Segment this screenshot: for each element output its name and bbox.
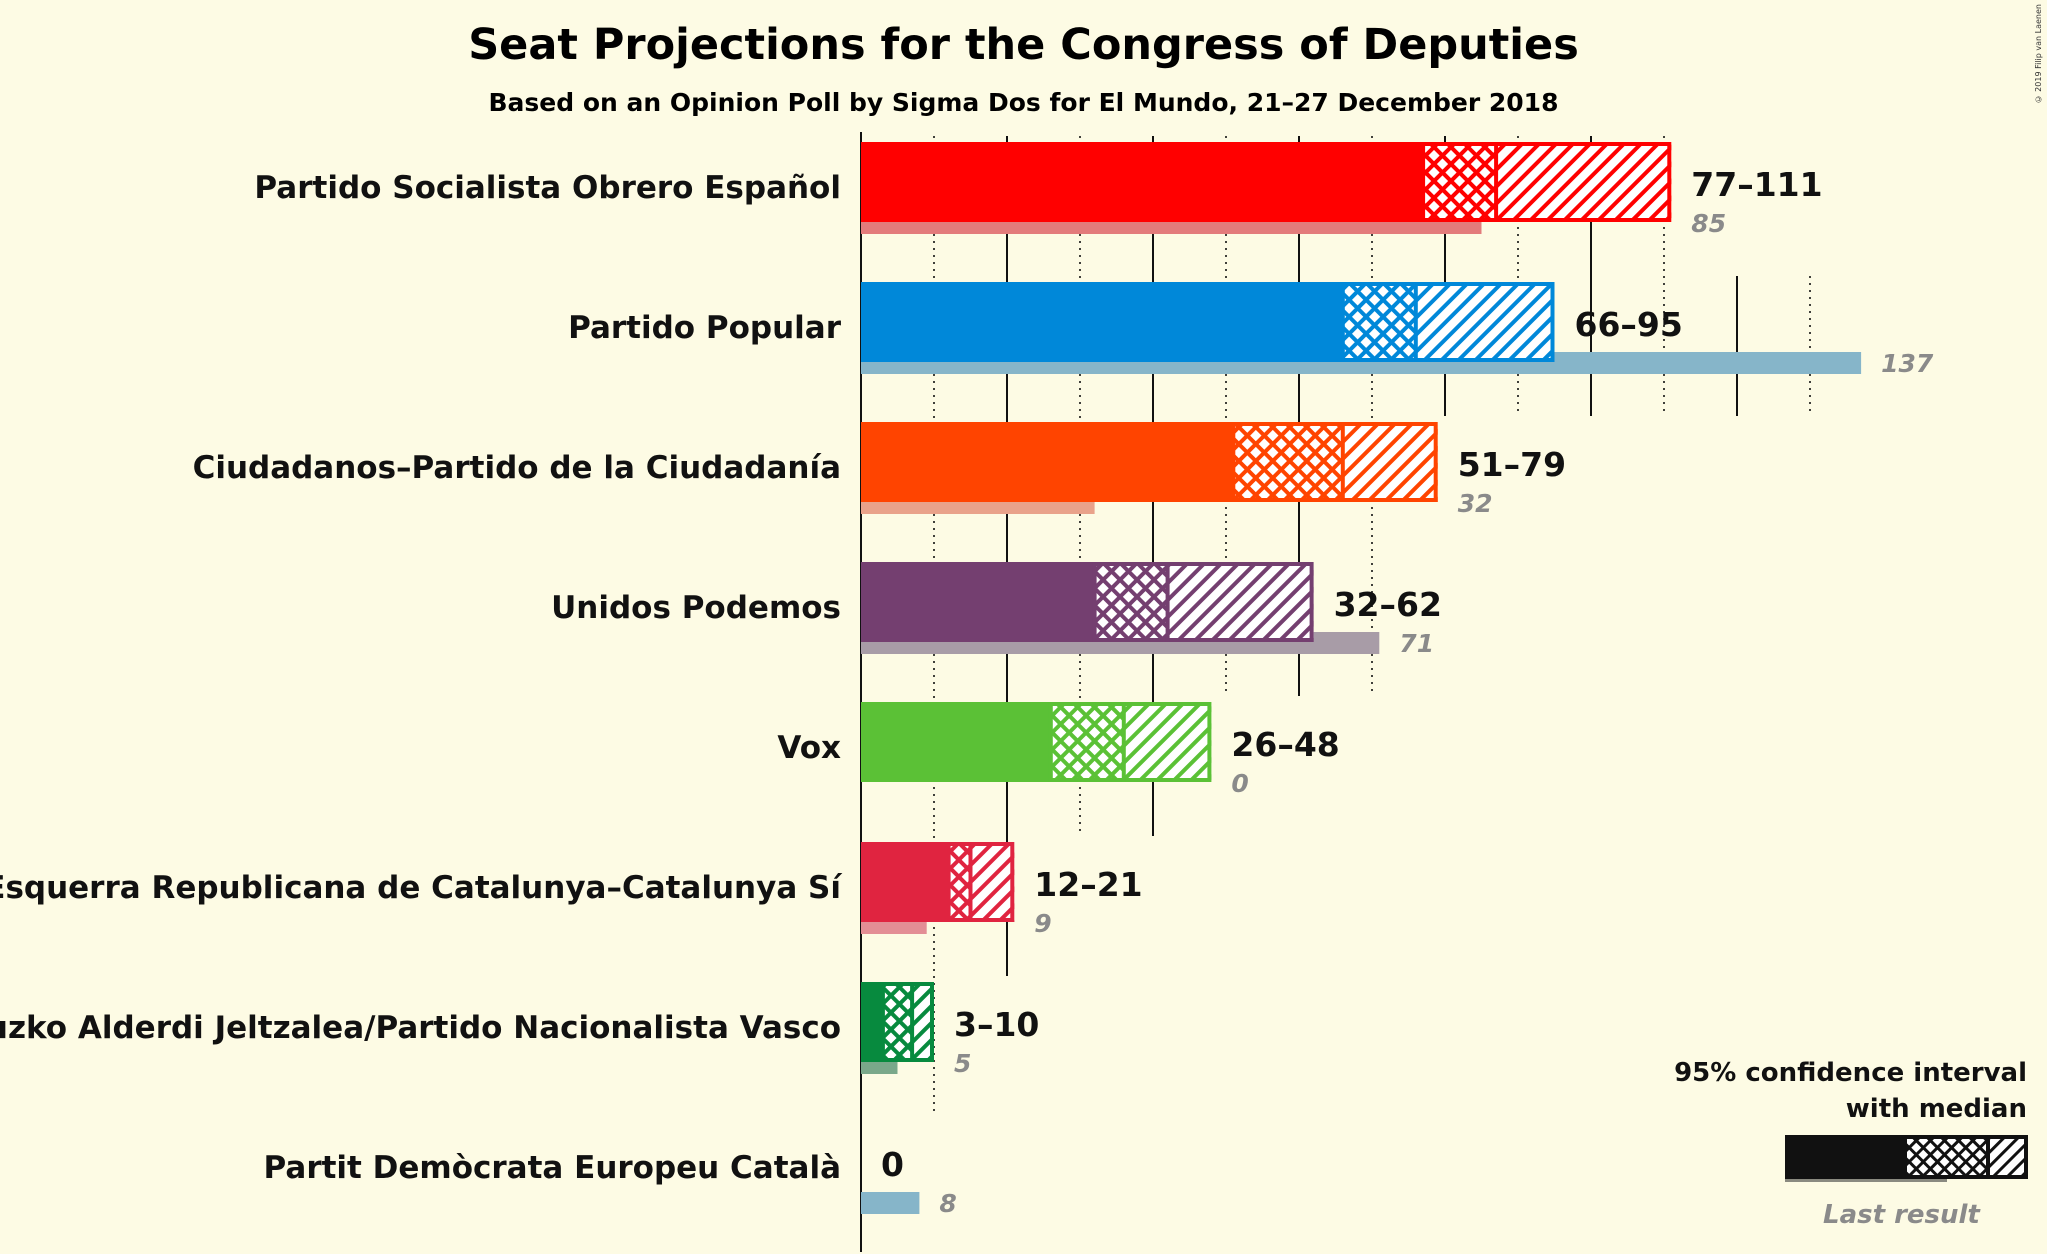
range-label: 26–48: [1231, 725, 1339, 764]
ci-lower-half: [1233, 422, 1343, 502]
legend-crosshatch-swatch: [1905, 1135, 1988, 1179]
ci-lower-half: [1423, 142, 1497, 222]
ci-upper-half: [1167, 562, 1314, 642]
ci-upper-half: [970, 842, 1015, 922]
legend-hatch-swatch: [1988, 1135, 2028, 1179]
ci-lower-half: [1050, 702, 1124, 782]
ci-lower-half: [882, 982, 913, 1062]
ci-solid-bar: [861, 842, 949, 922]
party-label: Partit Demòcrata Europeu Català: [264, 1150, 841, 1186]
legend-outline: [1903, 1135, 2028, 1179]
party-label: Esquerra Republicana de Catalunya–Catalu…: [0, 870, 842, 906]
chart-title: Seat Projections for the Congress of Dep…: [468, 20, 1579, 70]
ci-solid-bar: [861, 282, 1343, 362]
last-result-label: 9: [1034, 909, 1051, 938]
party-label: Vox: [777, 730, 841, 766]
ci-outline: [880, 982, 935, 1062]
party-label: Euzko Alderdi Jeltzalea/Partido Nacional…: [0, 1010, 841, 1046]
legend-solid-swatch: [1785, 1135, 1905, 1179]
legend-graphic: [1785, 1135, 2028, 1182]
ci-outline: [1340, 282, 1555, 362]
legend-last-result-label: Last result: [1823, 1200, 1980, 1230]
ci-solid-bar: [861, 702, 1051, 782]
last-result-label: 137: [1881, 349, 1934, 378]
ci-lower-half: [1342, 282, 1416, 362]
last-result-label: 5: [954, 1049, 971, 1078]
ci-outline: [1092, 562, 1314, 642]
range-label: 51–79: [1458, 445, 1566, 484]
ci-upper-half: [912, 982, 934, 1062]
last-result-label: 71: [1399, 629, 1434, 658]
ci-lower-half: [1094, 562, 1168, 642]
legend-title-line1: 95% confidence interval: [1674, 1058, 2027, 1088]
ci-outline: [1231, 422, 1438, 502]
ci-outline: [946, 842, 1015, 922]
ci-upper-half: [1342, 422, 1438, 502]
party-label: Partido Popular: [568, 310, 842, 346]
last-result-label: 85: [1691, 209, 1726, 238]
ci-upper-half: [1415, 282, 1555, 362]
last-result-label: 8: [939, 1189, 956, 1218]
ci-lower-half: [948, 842, 971, 922]
chart-subtitle: Based on an Opinion Poll by Sigma Dos fo…: [488, 88, 1559, 117]
ci-solid-bar: [861, 562, 1095, 642]
last-result-label: 32: [1458, 489, 1493, 518]
party-label: Partido Socialista Obrero Español: [254, 170, 841, 206]
legend-title: 95% confidence interval with median: [1674, 1055, 2027, 1127]
range-label: 0: [881, 1145, 904, 1184]
party-label: Ciudadanos–Partido de la Ciudadanía: [193, 450, 841, 486]
ci-solid-bar: [861, 982, 883, 1062]
ci-solid-bar: [861, 422, 1234, 502]
range-label: 77–111: [1691, 165, 1822, 204]
last-result-label: 0: [1231, 769, 1248, 798]
ci-outline: [1048, 702, 1212, 782]
last-result-bar: [861, 1192, 920, 1214]
ci-upper-half: [1123, 702, 1212, 782]
ci-solid-bar: [861, 142, 1424, 222]
bars-group: Partido Socialista Obrero Español 77–111 8…: [0, 142, 1934, 1218]
ci-upper-half: [1496, 142, 1672, 222]
range-label: 66–95: [1575, 305, 1683, 344]
range-label: 3–10: [954, 1005, 1039, 1044]
range-label: 12–21: [1034, 865, 1142, 904]
ci-outline: [1421, 142, 1672, 222]
legend-title-line2: with median: [1845, 1094, 2027, 1124]
range-label: 32–62: [1334, 585, 1442, 624]
party-label: Unidos Podemos: [551, 590, 841, 626]
